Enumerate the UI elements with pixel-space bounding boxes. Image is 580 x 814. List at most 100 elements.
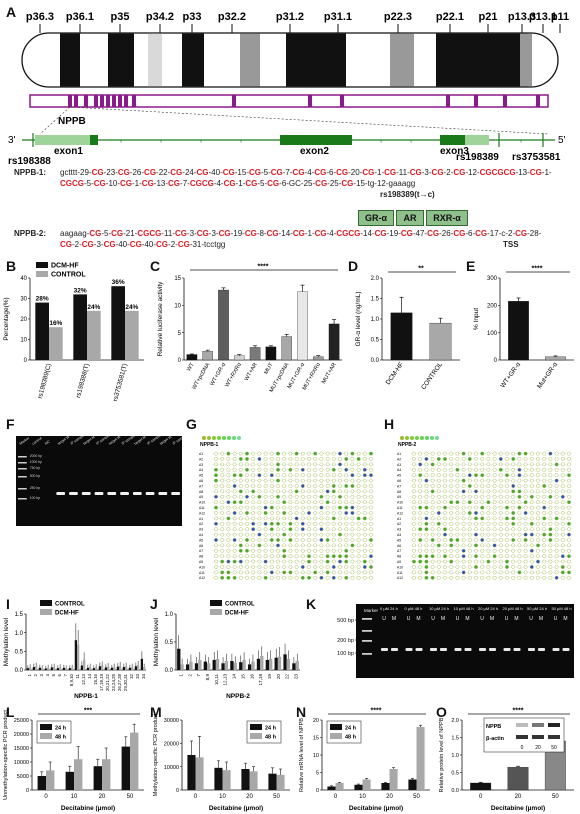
cpg-site xyxy=(412,554,416,559)
cpg-site xyxy=(238,451,243,456)
x-tick-label: 8,9,10 xyxy=(69,673,74,686)
inset-label: β-actin xyxy=(486,736,505,742)
cpg-site xyxy=(257,559,262,564)
x-axis-label: Decitabine (µmol) xyxy=(349,805,403,812)
cpg-site xyxy=(517,500,522,505)
bar xyxy=(37,776,46,790)
cpg-site xyxy=(232,575,237,580)
cpg-site xyxy=(542,505,547,510)
cpg-site xyxy=(226,570,231,575)
x-tick-label: 10,11 xyxy=(214,674,219,686)
cpg-site xyxy=(418,565,423,569)
cpg-site xyxy=(455,559,460,564)
cpg-site xyxy=(220,575,225,580)
cpg-site xyxy=(344,521,349,526)
cpg-site xyxy=(412,505,416,510)
cpg-site xyxy=(238,478,243,483)
cpg-site xyxy=(350,473,355,478)
cpg-site xyxy=(467,527,472,532)
cpg-site xyxy=(350,548,355,553)
cpg-site xyxy=(251,543,256,548)
cpg-site xyxy=(369,570,373,575)
cpg-site xyxy=(424,570,429,575)
cpg-site xyxy=(344,527,349,532)
ladder-label: 750 bp xyxy=(30,466,40,470)
cpg-site xyxy=(474,489,478,494)
cpg-site xyxy=(288,500,293,505)
cpg-site xyxy=(362,467,367,472)
cpg-site xyxy=(467,511,472,515)
cpg-site xyxy=(418,521,423,526)
svg-text:‹: ‹ xyxy=(120,138,123,145)
cpg-site xyxy=(517,505,522,510)
bar xyxy=(218,289,229,361)
gel-band xyxy=(552,648,560,651)
cpg-site xyxy=(220,500,225,505)
cpg-site xyxy=(505,554,509,559)
cpg-site xyxy=(548,532,553,537)
cpg-site xyxy=(362,478,367,483)
row-label: A1 xyxy=(199,517,203,521)
cpg-site xyxy=(257,521,262,526)
x-tick-label: DCM-HF xyxy=(385,361,405,386)
row-label: A5 xyxy=(199,474,203,478)
cpg-site xyxy=(263,570,268,575)
cpg-site xyxy=(474,511,478,515)
cpg-site xyxy=(554,527,559,532)
cpg-site xyxy=(344,511,349,515)
svg-text:‹: ‹ xyxy=(240,138,243,145)
y-tick-label: 0 xyxy=(494,358,498,364)
cpg-site xyxy=(356,565,361,569)
bar xyxy=(77,644,80,670)
cpg-site xyxy=(430,451,435,456)
y-tick-label: 2.0 xyxy=(451,718,459,724)
cpg-site xyxy=(269,473,274,478)
cpg-site xyxy=(474,570,478,575)
cpg-site xyxy=(560,527,565,532)
cpg-site xyxy=(288,516,293,521)
row-label: A3 xyxy=(397,463,401,467)
cpg-site xyxy=(319,554,324,559)
cpg-site xyxy=(294,500,299,505)
cpg-site xyxy=(505,559,509,564)
cpg-site xyxy=(418,559,423,564)
cpg-site xyxy=(294,543,299,548)
x-tick-label: 11 xyxy=(75,673,80,678)
cpg-site xyxy=(424,478,429,483)
lane-label: U xyxy=(529,616,533,622)
lane-label: M xyxy=(392,616,396,622)
band-label: p31.1 xyxy=(324,11,352,23)
x-tick-label: MUT+AR xyxy=(321,362,338,385)
cpg-site xyxy=(226,559,231,564)
cpg-site xyxy=(288,457,293,461)
cpg-site xyxy=(554,489,559,494)
cpg-site xyxy=(282,473,287,478)
cpg-site xyxy=(220,559,225,564)
cpg-site xyxy=(226,462,231,467)
y-tick-label: 10 xyxy=(20,338,27,344)
y-tick-label: 10000 xyxy=(14,760,29,766)
cpg-site xyxy=(449,494,454,499)
cpg-site xyxy=(492,505,497,510)
cpg-site xyxy=(418,554,423,559)
cpg-site xyxy=(418,532,423,537)
cpg-site xyxy=(362,543,367,548)
row-label: A4 xyxy=(199,533,203,537)
legend-label: DCM-HF xyxy=(225,611,249,617)
cpg-site xyxy=(313,505,318,510)
cpg-site xyxy=(350,484,355,488)
cpg-site xyxy=(251,532,256,537)
cpg-site xyxy=(548,478,553,483)
cpg-site xyxy=(412,570,416,575)
cpg-site xyxy=(356,500,361,505)
cpg-site xyxy=(474,575,478,580)
cpg-site xyxy=(331,543,336,548)
cpg-site xyxy=(282,489,287,494)
cpg-site xyxy=(269,527,274,532)
row-label: A8 xyxy=(199,490,203,494)
gene-mark xyxy=(68,95,72,107)
cpg-site xyxy=(331,521,336,526)
cpg-site xyxy=(560,457,565,461)
cpg-site xyxy=(455,505,460,510)
cpg-site xyxy=(313,554,318,559)
